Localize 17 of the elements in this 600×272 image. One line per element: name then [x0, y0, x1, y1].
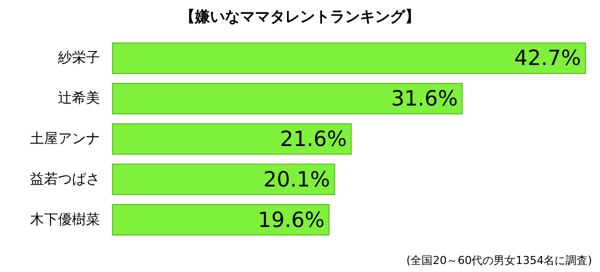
- bar: [112, 42, 586, 74]
- bar: [112, 123, 352, 155]
- chart-title: 【嫌いなママタレントランキング】: [180, 8, 420, 26]
- data-label: 20.1%: [263, 167, 330, 192]
- y-tick-label: 木下優樹菜: [30, 212, 100, 228]
- bar: [112, 204, 330, 236]
- y-tick-label: 土屋アンナ: [30, 131, 100, 147]
- data-label: 19.6%: [258, 208, 325, 232]
- text: (全国20～60代の男女1354名に調査): [406, 254, 592, 267]
- bar: [112, 164, 336, 196]
- data-label: 21.6%: [280, 127, 347, 151]
- y-tick-label: 益若つばさ: [30, 171, 100, 188]
- data-label: 31.6%: [391, 86, 458, 111]
- bar: [112, 82, 463, 114]
- data-label: 42.7%: [514, 46, 581, 70]
- y-tick-label: 辻希美: [58, 90, 100, 107]
- y-tick-label: 紗栄子: [58, 50, 100, 66]
